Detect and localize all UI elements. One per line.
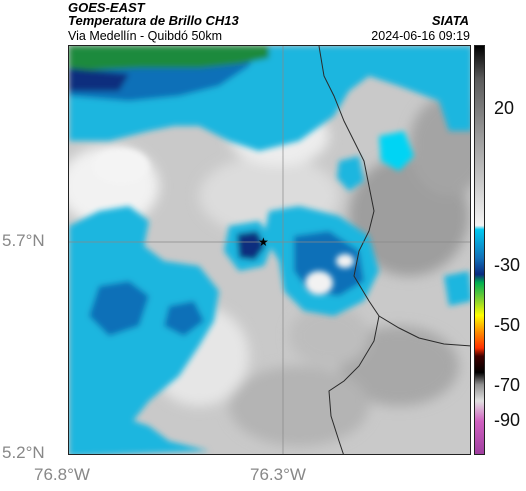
longitude-label: 76.3°W (250, 465, 306, 484)
latitude-label: 5.7°N (2, 231, 45, 250)
star-icon: ★ (258, 235, 269, 249)
longitude-label: 76.8°W (34, 465, 90, 484)
border-line-2 (378, 315, 470, 347)
product-title: Temperatura de Brillo CH13 (68, 13, 239, 28)
colorbar-tick: -30 (494, 255, 521, 275)
border-line (318, 46, 380, 454)
colorbar-tick: 20 (494, 98, 515, 118)
brightness-temperature-map: ★ (68, 45, 471, 455)
colorbar-tick: -70 (494, 375, 521, 395)
latitude-label: 5.2°N (2, 443, 45, 462)
satellite-name: GOES-EAST (68, 0, 145, 15)
cold-cloud-tops (69, 46, 470, 454)
region-subtitle: Via Medellín - Quibdó 50km (68, 29, 223, 43)
map-canvas: ★ (69, 46, 470, 454)
colorbar-tick: -50 (494, 315, 521, 335)
datetime-label: 2024-06-16 09:19 (371, 29, 470, 43)
organization-label: SIATA (431, 13, 469, 28)
temperature-colorbar (474, 45, 485, 455)
warm-holes (93, 148, 354, 295)
colorbar-tick: -90 (494, 410, 521, 430)
